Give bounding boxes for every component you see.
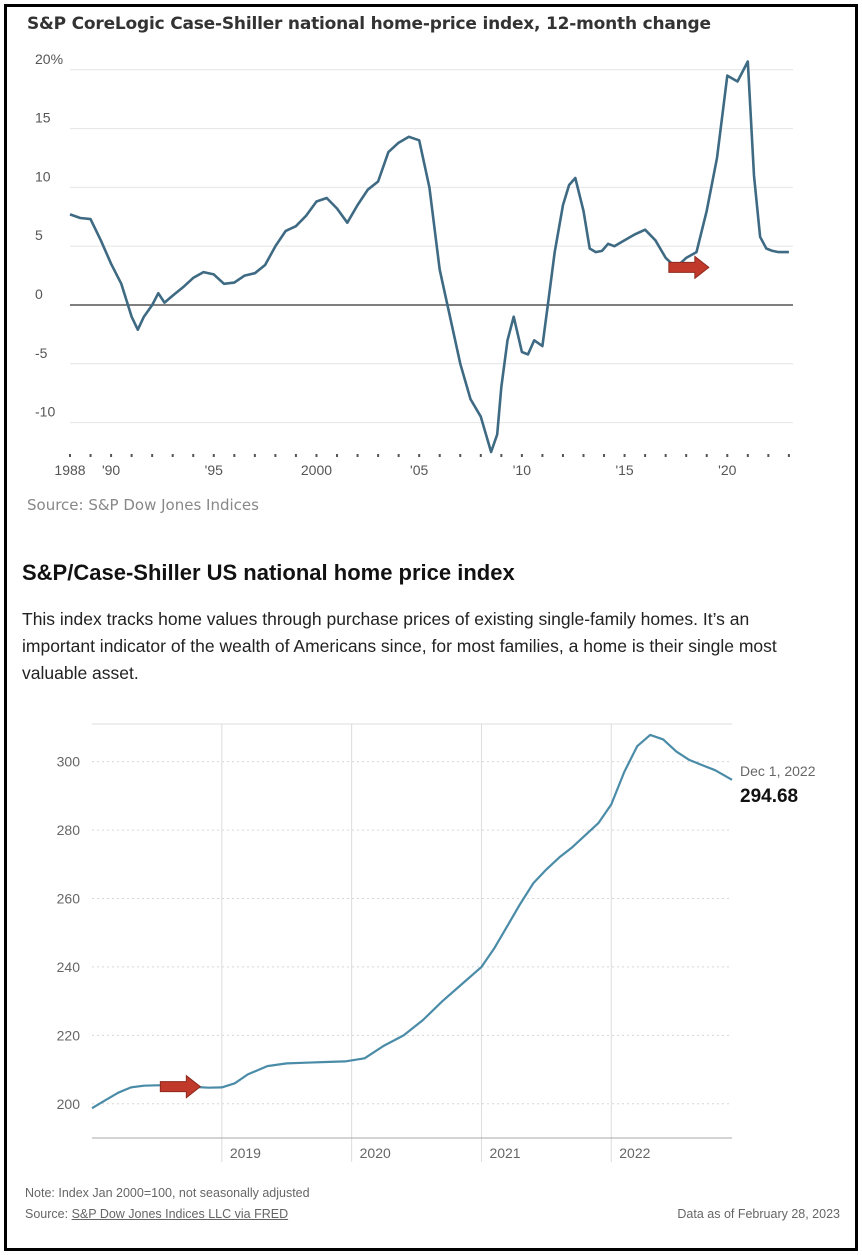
chart2-source: Source: S&P Dow Jones Indices LLC via FR… xyxy=(25,1207,288,1221)
y-tick-label: 280 xyxy=(57,822,81,838)
chart1-title: S&P CoreLogic Case-Shiller national home… xyxy=(27,14,711,34)
chart1-source: Source: S&P Dow Jones Indices xyxy=(27,496,259,514)
chart2-description: This index tracks home values through pu… xyxy=(22,609,777,683)
x-tick-label: 2022 xyxy=(619,1145,650,1161)
y-tick-label: 260 xyxy=(57,890,81,906)
x-tick-label: 2000 xyxy=(301,462,332,478)
x-tick-label: 1988 xyxy=(54,462,85,478)
chart2-plot: 300 280 260 240 220 200 2019 2020 2021 2022 Dec … xyxy=(57,723,816,1162)
x-tick-label: '20 xyxy=(718,462,736,478)
y-tick-label: 5 xyxy=(35,227,43,243)
arrow-marker xyxy=(159,1074,202,1099)
y-tick-label: -10 xyxy=(35,404,55,420)
chart1-plot: 20% 15 10 5 0 -5 -10 1988 '90 '95 2000 '05 '10 '15 '2… xyxy=(35,51,793,478)
chart2-title: S&P/Case-Shiller US national home price … xyxy=(22,560,515,585)
x-tick-label: 2020 xyxy=(360,1145,391,1161)
y-tick-label: 240 xyxy=(57,959,81,975)
end-label-value: 294.68 xyxy=(740,786,798,807)
x-tick-label: '95 xyxy=(205,462,223,478)
data-as-of: Data as of February 28, 2023 xyxy=(677,1207,840,1221)
end-label-date: Dec 1, 2022 xyxy=(740,763,816,779)
x-tick-label: 2021 xyxy=(489,1145,520,1161)
figure-frame xyxy=(4,4,858,1251)
index-line xyxy=(91,733,733,1110)
x-tick-label: '10 xyxy=(513,462,531,478)
y-tick-label: 20% xyxy=(35,51,63,67)
chart2-note: Note: Index Jan 2000=100, not seasonally… xyxy=(25,1186,310,1200)
y-tick-label: 10 xyxy=(35,168,51,184)
y-tick-label: 15 xyxy=(35,110,51,126)
y-tick-label: 300 xyxy=(57,754,81,770)
x-tick-label: '15 xyxy=(615,462,633,478)
x-tick-label: 2019 xyxy=(230,1145,261,1161)
x-tick-label: '90 xyxy=(102,462,120,478)
y-tick-label: 200 xyxy=(57,1096,81,1112)
y-tick-label: 220 xyxy=(57,1027,81,1043)
source-prefix: Source: xyxy=(25,1207,72,1221)
x-tick-label: '05 xyxy=(410,462,428,478)
source-link[interactable]: S&P Dow Jones Indices LLC via FRED xyxy=(71,1207,289,1221)
change-line xyxy=(69,60,789,454)
arrow-marker xyxy=(668,255,710,280)
y-tick-label: 0 xyxy=(35,286,43,302)
y-tick-label: -5 xyxy=(35,345,48,361)
